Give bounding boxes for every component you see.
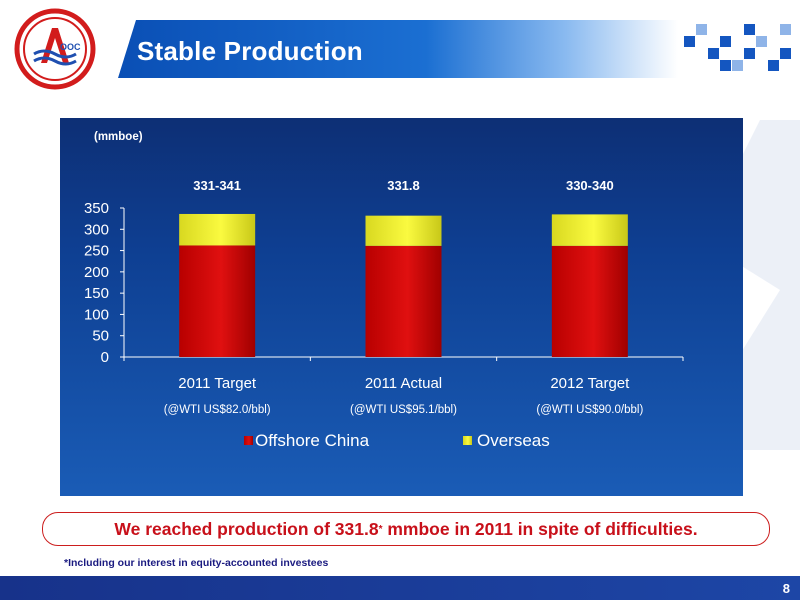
y-tick-label: 250 [84,243,109,260]
footer-bar [0,576,800,600]
legend-swatch-offshore-china [244,436,253,445]
y-unit-label: (mmboe) [94,131,143,143]
bar-offshore-china-1 [179,245,256,357]
watermark-graphic [680,120,800,450]
bar-offshore-china-2 [365,245,442,357]
conclusion-text-rest: mmboe in 2011 in spite of difficulties. [382,518,698,539]
chart-legend: Offshore China Overseas [244,431,550,450]
footnote: *Including our interest in equity-accoun… [64,557,329,569]
total-label: 331-341 [193,178,241,193]
pixel-decoration [684,20,794,78]
chart-labels: 331-341 2011 Target (@WTI US$82.0/bbl) 331.… [164,178,644,416]
legend-label-offshore-china: Offshore China [255,431,370,450]
bar-overseas-1 [179,213,256,246]
bar-overseas-2 [365,215,442,246]
y-tick-label: 50 [92,328,109,345]
y-tick-label: 0 [101,349,109,366]
title-band [118,20,678,78]
x-category-label: 2011 Actual [365,375,442,392]
conclusion-footnote-mark: * [378,523,383,535]
legend-label-overseas: Overseas [477,431,550,450]
x-category-label: 2012 Target [550,375,630,392]
company-logo: OOC [14,8,96,90]
chart-bars [179,213,628,357]
y-tick-label: 300 [84,221,109,238]
production-bar-chart: (mmboe) 0 50 100 150 200 250 300 350 331-341 201… [84,131,684,450]
x-category-sublabel: (@WTI US$90.0/bbl) [536,404,643,416]
x-category-sublabel: (@WTI US$82.0/bbl) [164,404,271,416]
page-number: 8 [782,581,790,596]
svg-text:OOC: OOC [60,42,81,52]
bar-offshore-china-3 [551,245,628,357]
bar-overseas-3 [551,214,628,246]
x-category-label: 2011 Target [178,375,257,392]
title-bar [118,20,800,78]
total-label: 330-340 [566,178,614,193]
legend-swatch-overseas [463,436,472,445]
y-tick-label: 200 [84,264,109,281]
conclusion-text: We reached production of 331.8 [114,518,379,539]
x-category-sublabel: (@WTI US$95.1/bbl) [350,404,457,416]
total-label: 331.8 [387,178,420,193]
y-tick-label: 100 [84,306,109,323]
y-tick-label: 150 [84,285,109,302]
y-tick-label: 350 [84,200,109,217]
title-slant [118,20,136,78]
page-title: Stable Production [137,36,363,66]
conclusion-banner: We reached production of 331.8 * mmboe in… [42,512,770,546]
